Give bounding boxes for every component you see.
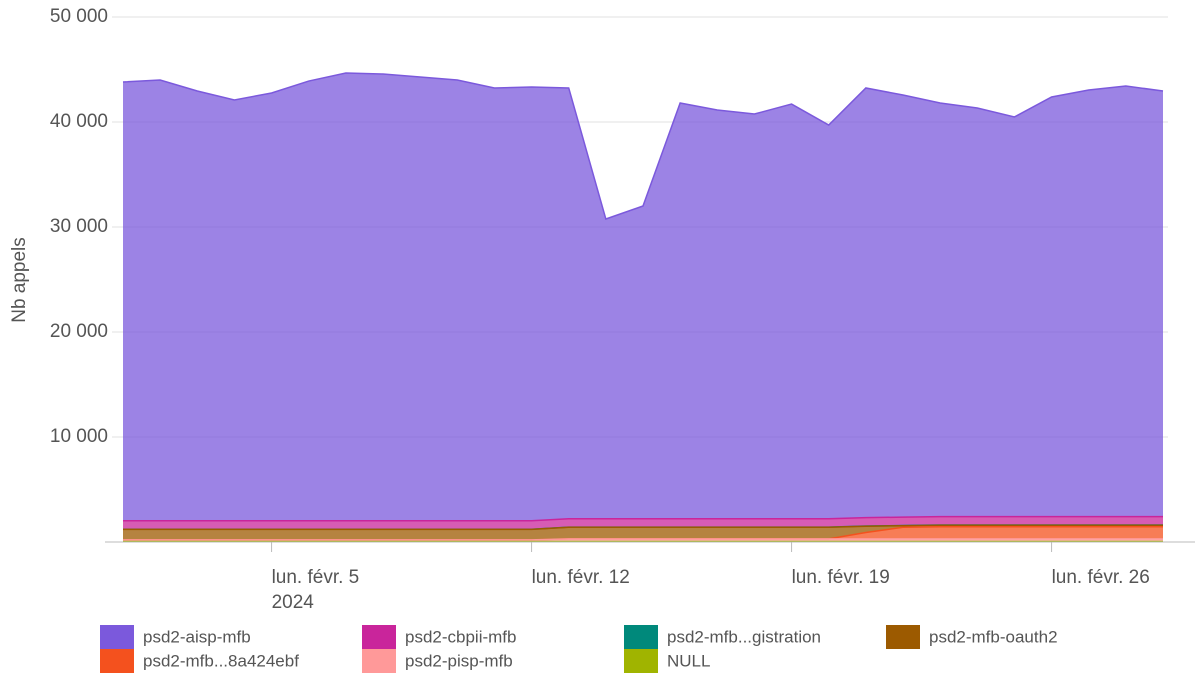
area-line bbox=[122, 72, 1164, 220]
legend-label: psd2-mfb-oauth2 bbox=[929, 627, 1058, 646]
y-axis-title: Nb appels bbox=[9, 237, 30, 323]
area-line bbox=[123, 515, 1163, 522]
area bbox=[123, 72, 1163, 521]
area bbox=[123, 525, 1163, 540]
legend-swatch bbox=[624, 649, 658, 673]
legend-label: psd2-pisp-mfb bbox=[405, 651, 513, 670]
x-tick-label: lun. févr. 5 bbox=[272, 567, 360, 588]
area-line bbox=[123, 538, 1163, 541]
legend-label: psd2-mfb...8a424ebf bbox=[143, 651, 299, 670]
y-tick-label: 20 000 bbox=[50, 321, 108, 342]
legend-label: psd2-aisp-mfb bbox=[143, 627, 251, 646]
legend-label: NULL bbox=[667, 651, 710, 670]
y-tick-label: 10 000 bbox=[50, 426, 108, 447]
legend-swatch bbox=[100, 649, 134, 673]
legend-swatch bbox=[886, 625, 920, 649]
area bbox=[123, 526, 1163, 540]
area-line bbox=[123, 524, 1163, 531]
legend-swatch bbox=[624, 625, 658, 649]
legend-swatch bbox=[362, 649, 396, 673]
y-tick-label: 40 000 bbox=[50, 111, 108, 132]
area bbox=[123, 516, 1163, 530]
legend-swatch bbox=[362, 625, 396, 649]
legend-label: psd2-mfb...gistration bbox=[667, 627, 821, 646]
x-year-label: 2024 bbox=[272, 592, 315, 613]
x-tick-label: lun. févr. 19 bbox=[792, 567, 890, 588]
x-tick-label: lun. févr. 12 bbox=[532, 567, 630, 588]
y-tick-label: 30 000 bbox=[50, 216, 108, 237]
legend-label: psd2-cbpii-mfb bbox=[405, 627, 517, 646]
y-tick-label: 50 000 bbox=[50, 6, 108, 27]
legend-swatch bbox=[100, 625, 134, 649]
x-tick-label: lun. févr. 26 bbox=[1052, 567, 1150, 588]
